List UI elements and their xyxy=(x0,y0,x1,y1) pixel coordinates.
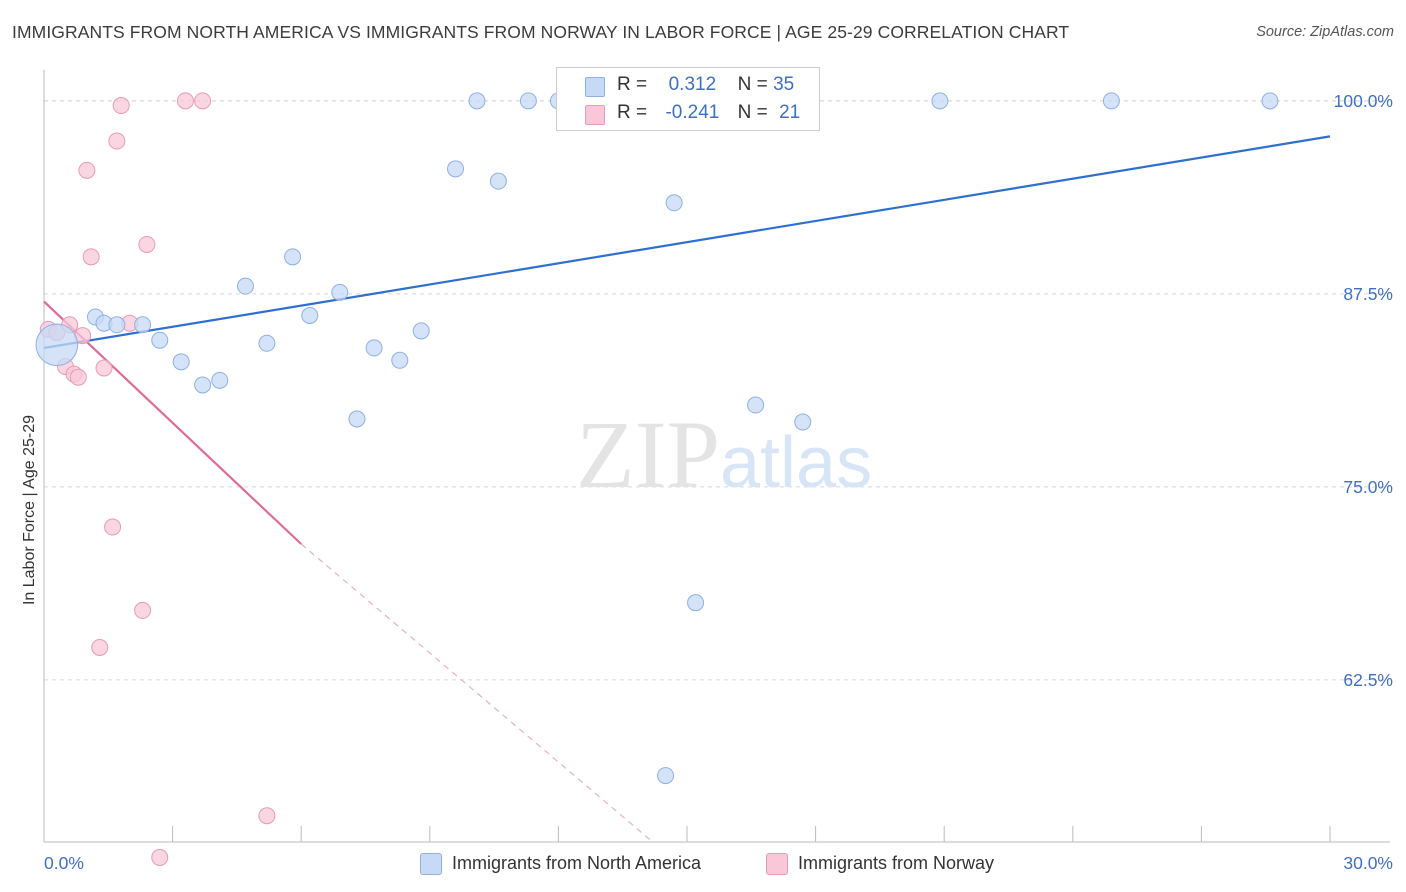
north-america-point xyxy=(447,160,465,178)
y-tick-label: 87.5% xyxy=(1343,284,1393,304)
legend-n-label: N = xyxy=(737,74,768,95)
north-america-point xyxy=(365,339,383,357)
north-america-point xyxy=(1102,92,1120,110)
legend-n-value: 35 xyxy=(773,74,795,95)
north-america-point xyxy=(108,316,126,334)
norway-point xyxy=(91,638,109,656)
norway-point xyxy=(69,368,87,386)
north-america-point xyxy=(284,248,302,266)
legend-r-value: 0.312 xyxy=(668,74,717,95)
north-america-point xyxy=(172,353,190,371)
legend-swatch-north-america xyxy=(585,77,605,97)
north-america-point xyxy=(301,306,319,324)
norway-point xyxy=(138,235,156,253)
north-america-point xyxy=(151,331,169,349)
north-america-point xyxy=(194,376,212,394)
chart-title: IMMIGRANTS FROM NORTH AMERICA VS IMMIGRA… xyxy=(12,22,1070,42)
north-america-point xyxy=(687,594,705,612)
legend-row-north-america: R = 0.312 N = 35 xyxy=(557,72,819,100)
watermark-zip: ZIP xyxy=(576,401,720,508)
norway-point xyxy=(134,601,152,619)
tick-labels: 62.5% 75.0% 87.5% 100.0% 0.0% 30.0% xyxy=(44,91,1393,873)
norway-point xyxy=(194,92,212,110)
north-america-point xyxy=(331,283,349,301)
north-america-point xyxy=(258,334,276,352)
axes xyxy=(43,70,1390,843)
north-america-point xyxy=(211,371,229,389)
watermark: ZIP atlas xyxy=(576,401,872,508)
y-tick-label: 62.5% xyxy=(1343,670,1393,690)
norway-point xyxy=(151,848,169,866)
legend-r-label: R = xyxy=(617,74,648,95)
legend-r-value: -0.241 xyxy=(665,102,720,123)
north-america-point xyxy=(489,172,507,190)
legend-swatch-norway xyxy=(766,853,788,875)
norway-trend-extension xyxy=(300,543,654,843)
north-america-point xyxy=(1261,92,1279,110)
north-america-point xyxy=(747,396,765,414)
norway-point xyxy=(78,161,96,179)
legend-swatch-norway xyxy=(585,105,605,125)
north-america-point xyxy=(348,410,366,428)
north-america-point xyxy=(794,413,812,431)
gridlines xyxy=(44,100,1390,681)
north-america-point xyxy=(468,92,486,110)
legend-label-norway: Immigrants from Norway xyxy=(798,853,995,873)
north-america-point xyxy=(134,316,152,334)
y-tick-label: 75.0% xyxy=(1343,477,1393,497)
legend-n-label: N = xyxy=(737,102,768,123)
north-america-point xyxy=(665,194,683,212)
norway-point xyxy=(176,92,194,110)
norway-point xyxy=(82,248,100,266)
norway-point xyxy=(95,359,113,377)
watermark-atlas: atlas xyxy=(720,423,872,503)
norway-point xyxy=(104,518,122,536)
legend-r-label: R = xyxy=(617,102,648,123)
north-america-point xyxy=(236,277,254,295)
legend-label-north-america: Immigrants from North America xyxy=(452,853,702,873)
norway-point xyxy=(108,132,126,150)
y-axis-label: In Labor Force | Age 25-29 xyxy=(21,414,38,606)
norway-point xyxy=(112,97,130,115)
north-america-point xyxy=(412,322,430,340)
source-credit: Source: ZipAtlas.com xyxy=(1256,24,1394,40)
north-america-point xyxy=(391,351,409,369)
x-tick-label: 0.0% xyxy=(44,853,84,873)
north-america-point xyxy=(35,323,79,367)
legend-row-norway: R = -0.241 N = 21 xyxy=(557,100,819,128)
correlation-legend: R = 0.312 N = 35 R = -0.241 N = 21 xyxy=(556,67,820,131)
norway-point xyxy=(258,807,276,825)
north-america-trend-line xyxy=(43,135,1331,350)
legend-swatch-north-america xyxy=(420,853,442,875)
y-tick-label: 100.0% xyxy=(1334,91,1393,111)
data-points xyxy=(35,92,1279,866)
north-america-point xyxy=(657,767,675,785)
north-america-point xyxy=(519,92,537,110)
legend-n-value: 21 xyxy=(779,102,801,123)
x-tick-label: 30.0% xyxy=(1343,853,1393,873)
north-america-point xyxy=(931,92,949,110)
